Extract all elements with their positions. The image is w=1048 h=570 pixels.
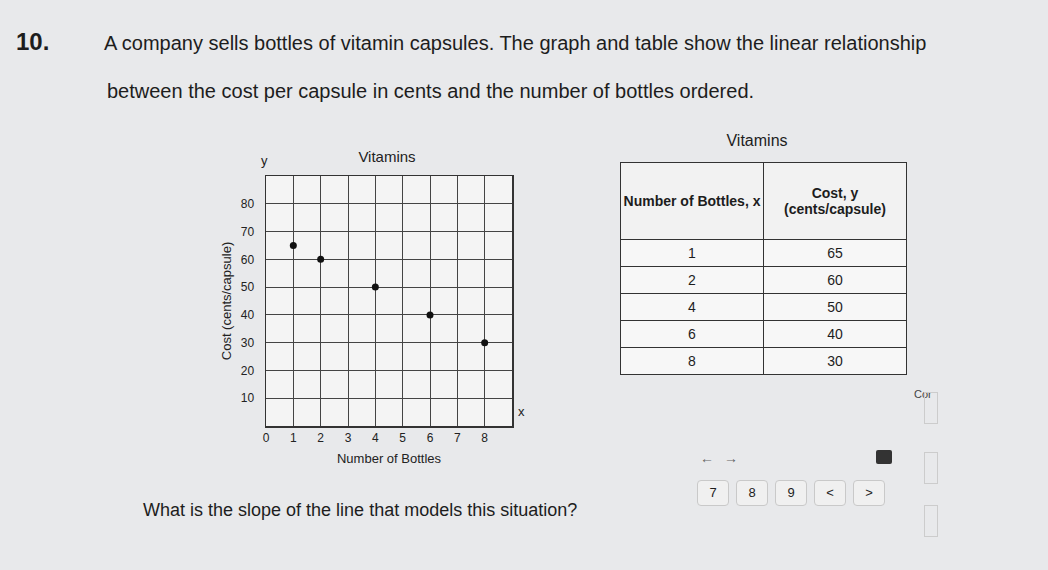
svg-text:60: 60 <box>241 253 255 267</box>
svg-text:8: 8 <box>481 431 488 445</box>
html-text:1: 1 <box>688 245 696 261</box>
svg-text:80: 80 <box>241 197 255 211</box>
html-text:65: 65 <box>827 245 843 261</box>
svg-text:5: 5 <box>399 431 406 445</box>
svg-text:40: 40 <box>241 308 255 322</box>
html-text:60: 60 <box>827 272 843 288</box>
svg-text:4: 4 <box>372 431 379 445</box>
html-text:Vitamins: Vitamins <box>726 132 788 149</box>
html-text:30: 30 <box>827 353 843 369</box>
html-text:6: 6 <box>688 326 696 342</box>
html-text:Cor: Cor <box>914 388 932 400</box>
html-text:50: 50 <box>827 299 843 315</box>
html-text:4: 4 <box>688 299 696 315</box>
html-text:8: 8 <box>748 485 756 500</box>
svg-text:Cost (cents/capsule): Cost (cents/capsule) <box>219 242 234 361</box>
html-text:A company sells bottles of vit: A company sells bottles of vitamin capsu… <box>104 32 927 54</box>
svg-text:3: 3 <box>345 431 352 445</box>
svg-text:30: 30 <box>241 336 255 350</box>
html-text:9: 9 <box>787 485 795 500</box>
html-text:between the cost per capsule i: between the cost per capsule in cents an… <box>107 80 755 102</box>
html-text:40: 40 <box>827 326 843 342</box>
html-text:Number of Bottles, x: Number of Bottles, x <box>623 193 761 209</box>
svg-text:2: 2 <box>317 431 324 445</box>
svg-text:70: 70 <box>241 225 255 239</box>
svg-text:Number of Bottles: Number of Bottles <box>337 451 442 466</box>
svg-text:0: 0 <box>263 431 270 445</box>
html-text:Cost, y (cents/capsule): Cost, y (cents/capsule) <box>784 185 886 217</box>
html-text:2: 2 <box>688 272 696 288</box>
html-text:10.: 10. <box>16 28 50 55</box>
svg-text:y: y <box>261 153 268 168</box>
html-text:8: 8 <box>688 353 696 369</box>
svg-text:10: 10 <box>241 391 255 405</box>
svg-text:1: 1 <box>290 431 297 445</box>
svg-text:6: 6 <box>427 431 434 445</box>
html-text:What is the slope of the line: What is the slope of the line that model… <box>143 500 578 520</box>
html-text:7: 7 <box>709 485 717 500</box>
svg-text:x: x <box>518 404 525 419</box>
svg-text:7: 7 <box>454 431 461 445</box>
svg-text:20: 20 <box>241 364 255 378</box>
svg-text:50: 50 <box>241 280 255 294</box>
svg-text:Vitamins: Vitamins <box>358 148 415 165</box>
